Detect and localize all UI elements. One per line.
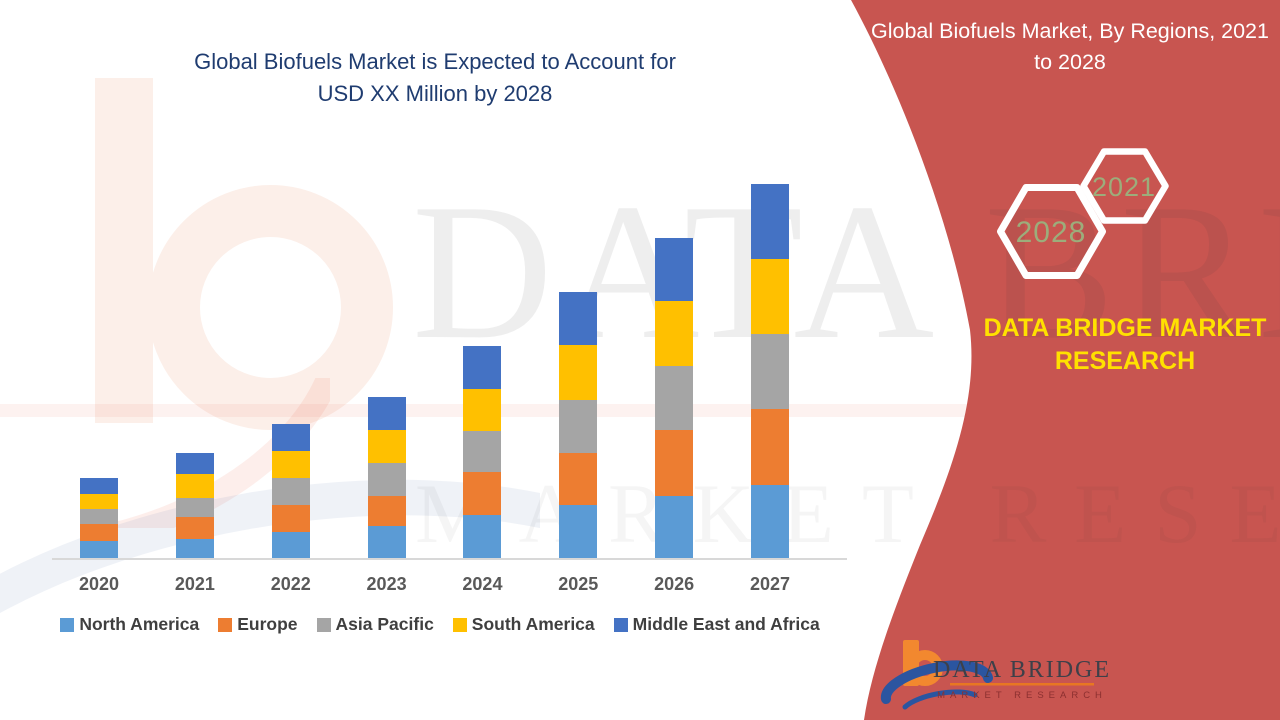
bar-segment-north-america bbox=[175, 539, 214, 558]
bar-segment-middle-east-and-africa bbox=[175, 453, 214, 474]
legend-swatch bbox=[218, 617, 233, 632]
bar-segment-asia-pacific bbox=[751, 334, 790, 409]
bar-2027 bbox=[751, 184, 790, 558]
bar-segment-south-america bbox=[80, 494, 118, 509]
legend-item-asia-pacific: Asia Pacific bbox=[316, 614, 434, 635]
bar-segment-asia-pacific bbox=[559, 400, 598, 453]
bar-segment-south-america bbox=[175, 474, 214, 498]
brand-text-line2: RESEARCH bbox=[1054, 346, 1196, 375]
bar-segment-europe bbox=[559, 453, 598, 505]
legend-label: South America bbox=[471, 614, 595, 634]
bar-segment-north-america bbox=[367, 526, 406, 558]
bar-segment-north-america bbox=[751, 485, 790, 558]
legend-swatch bbox=[452, 617, 467, 632]
brand-text: DATA BRIDGE MARKET RESEARCH bbox=[980, 312, 1270, 377]
bar-segment-middle-east-and-africa bbox=[367, 397, 406, 430]
bar-segment-north-america bbox=[559, 505, 598, 558]
x-label-2022: 2022 bbox=[270, 574, 311, 594]
bar-2020 bbox=[80, 478, 118, 558]
bar-segment-asia-pacific bbox=[175, 498, 214, 517]
x-label-2021: 2021 bbox=[174, 574, 215, 594]
bar-segment-south-america bbox=[655, 301, 694, 366]
watermark-logo-stem bbox=[95, 78, 153, 423]
x-label-2027: 2027 bbox=[749, 574, 791, 594]
chart-legend: North America Europe Asia Pacific South Ame… bbox=[40, 614, 840, 635]
bar-segment-asia-pacific bbox=[367, 463, 406, 496]
bar-2026 bbox=[655, 238, 694, 558]
x-label-2020: 2020 bbox=[78, 574, 120, 594]
chart-title: Global Biofuels Market is Expected to Ac… bbox=[135, 46, 735, 110]
bar-segment-middle-east-and-africa bbox=[655, 238, 694, 301]
bar-segment-asia-pacific bbox=[271, 478, 310, 505]
legend-item-south-america: South America bbox=[452, 614, 595, 635]
x-axis-line bbox=[52, 558, 847, 560]
bar-segment-europe bbox=[655, 430, 694, 496]
bar-2025 bbox=[559, 292, 598, 558]
bar-segment-europe bbox=[463, 472, 502, 515]
bar-segment-north-america bbox=[80, 541, 118, 558]
legend-label: Asia Pacific bbox=[335, 614, 434, 634]
x-label-2024: 2024 bbox=[462, 574, 503, 594]
legend-item-north-america: North America bbox=[60, 614, 199, 635]
bar-2023 bbox=[367, 397, 406, 558]
bar-segment-asia-pacific bbox=[463, 431, 502, 472]
legend-item-middle-east-and-africa: Middle East and Africa bbox=[613, 614, 820, 635]
bar-segment-europe bbox=[367, 496, 406, 526]
bar-segment-europe bbox=[80, 524, 118, 541]
legend-swatch bbox=[316, 617, 331, 632]
bar-segment-south-america bbox=[751, 259, 790, 334]
bar-segment-north-america bbox=[655, 496, 694, 558]
bar-2024 bbox=[463, 346, 502, 558]
legend-label: North America bbox=[79, 614, 200, 634]
bar-segment-south-america bbox=[559, 345, 598, 400]
side-panel-title: Global Biofuels Market, By Regions, 2021… bbox=[871, 19, 1269, 75]
bar-2021 bbox=[175, 453, 214, 558]
bar-segment-asia-pacific bbox=[655, 366, 694, 430]
bar-segment-europe bbox=[751, 409, 790, 485]
bar-2022 bbox=[271, 424, 310, 558]
chart-title-line1: Global Biofuels Market is Expected to Ac… bbox=[194, 49, 676, 74]
bar-segment-south-america bbox=[463, 389, 502, 431]
chart-title-line2: USD XX Million by 2028 bbox=[317, 80, 553, 106]
bar-segment-north-america bbox=[463, 515, 502, 558]
bar-segment-middle-east-and-africa bbox=[463, 346, 502, 389]
bar-segment-middle-east-and-africa bbox=[80, 478, 118, 494]
bar-segment-north-america bbox=[271, 532, 310, 558]
x-label-2023: 2023 bbox=[366, 574, 407, 594]
x-label-2026: 2026 bbox=[654, 574, 695, 594]
legend-label: Middle East and Africa bbox=[632, 614, 820, 634]
legend-label: Europe bbox=[237, 614, 298, 634]
legend-swatch bbox=[613, 617, 628, 632]
bar-segment-south-america bbox=[367, 430, 406, 463]
legend-item-europe: Europe bbox=[218, 614, 298, 635]
legend-swatch bbox=[60, 617, 75, 632]
x-label-2025: 2025 bbox=[558, 574, 599, 594]
bar-segment-middle-east-and-africa bbox=[271, 424, 310, 451]
brand-text-line1: DATA BRIDGE MARKET bbox=[983, 314, 1267, 342]
bar-segment-middle-east-and-africa bbox=[559, 292, 598, 345]
bar-segment-europe bbox=[271, 505, 310, 532]
bar-segment-south-america bbox=[271, 451, 310, 478]
bar-segment-middle-east-and-africa bbox=[751, 184, 790, 259]
bar-segment-asia-pacific bbox=[80, 509, 118, 524]
bar-segment-europe bbox=[175, 517, 214, 539]
